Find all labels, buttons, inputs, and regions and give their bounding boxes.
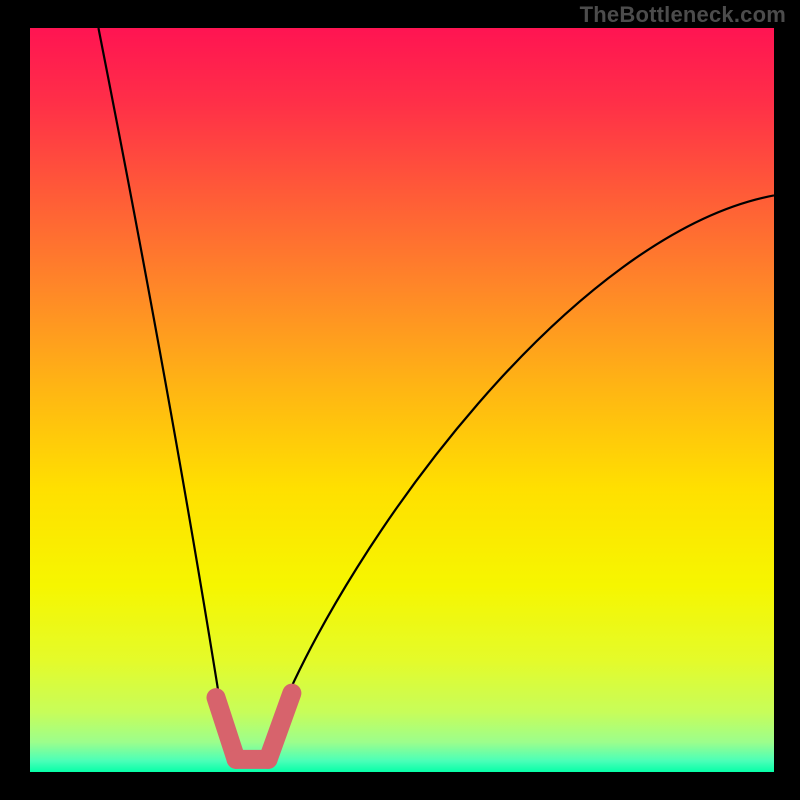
chart-frame: TheBottleneck.com	[0, 0, 800, 800]
bottleneck-chart	[30, 28, 774, 772]
watermark-text: TheBottleneck.com	[580, 2, 786, 28]
plot-area	[30, 28, 774, 772]
gradient-background	[30, 28, 774, 772]
